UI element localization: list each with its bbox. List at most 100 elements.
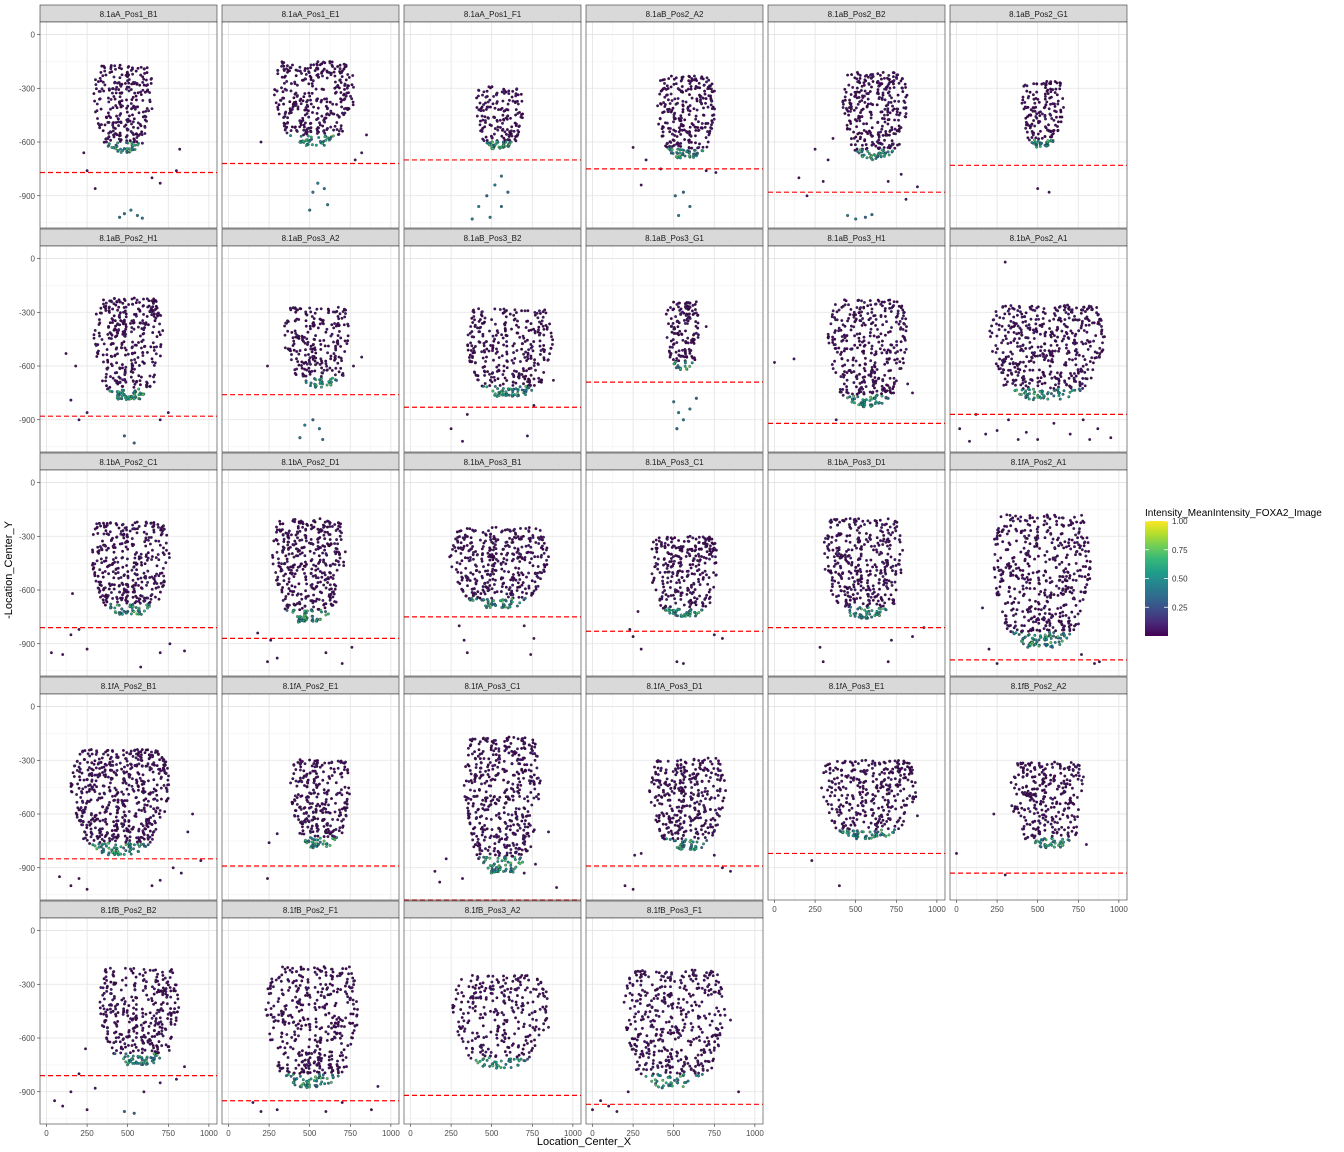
data-point [709,103,713,107]
data-point [309,121,313,125]
data-point [492,358,495,362]
data-point [660,88,664,92]
data-point [121,148,125,152]
data-point [1081,308,1085,312]
data-point [694,125,698,129]
data-point [274,571,278,574]
data-point [891,75,895,79]
data-point [495,347,498,351]
data-point [849,122,853,125]
data-point [501,113,505,117]
data-point [131,120,135,124]
data-point [673,111,677,115]
data-point [1084,323,1088,327]
data-point [888,86,892,90]
data-point [656,104,660,108]
data-point [167,556,171,560]
data-point [85,169,89,173]
data-point [158,571,162,575]
data-point [873,370,877,374]
data-point [1063,380,1067,384]
facet-title: 8.1aA_Pos1_B1 [100,10,158,19]
data-point [1091,321,1094,325]
data-point [339,356,343,360]
data-point [668,130,672,134]
data-point [128,149,132,153]
data-point [108,331,112,335]
data-point [153,308,157,312]
data-point [96,352,100,356]
data-point [154,556,158,560]
data-point [1043,135,1047,138]
data-point [1087,323,1091,327]
data-point [1029,378,1033,381]
data-point [484,101,487,105]
data-point [1011,306,1015,310]
data-point [297,337,301,340]
data-point [323,61,327,65]
data-point [114,556,118,560]
data-point [492,375,496,379]
data-point [283,597,287,601]
data-point [142,609,146,613]
data-point [284,554,288,558]
data-point [294,74,298,78]
data-point [125,533,129,537]
data-point [1035,116,1039,120]
data-point [863,89,867,93]
data-point [847,316,851,320]
data-point [140,141,144,145]
data-point [862,300,866,304]
data-point [333,587,337,591]
data-point [478,119,482,123]
data-point [669,317,673,321]
data-point [307,366,311,370]
data-point [516,111,520,115]
data-point [866,102,870,106]
data-point [308,138,312,142]
data-point [157,330,161,334]
data-point [302,128,306,132]
data-point [300,71,303,75]
data-point [480,350,484,354]
data-point [161,566,165,570]
data-point [141,319,145,323]
data-point [666,308,670,312]
data-point [130,98,134,102]
data-point [338,525,342,529]
data-point [505,360,509,363]
data-point [870,365,874,369]
data-point [891,149,894,153]
data-point [309,608,313,612]
data-point [131,605,135,608]
data-point [295,367,299,371]
data-point [1055,81,1059,85]
data-point [103,123,107,127]
data-point [895,314,899,318]
data-point [71,592,74,596]
data-point [164,541,168,545]
data-point [1050,135,1054,139]
data-point [119,147,122,151]
data-point [1054,87,1058,91]
data-point [333,124,337,128]
data-point [155,345,159,349]
data-point [704,325,708,329]
data-point [701,96,705,100]
data-point [683,154,687,158]
data-point [680,148,684,152]
data-point [304,534,308,538]
data-point [486,370,490,374]
data-point [1004,304,1008,308]
data-point [1100,330,1103,334]
data-point [126,570,130,574]
data-point [525,359,529,363]
data-point [1025,355,1029,359]
data-point [857,391,861,395]
data-point [845,339,849,343]
data-point [146,580,150,584]
data-point [481,334,485,338]
data-point [131,523,135,527]
data-point [905,325,908,329]
data-point [150,555,154,559]
